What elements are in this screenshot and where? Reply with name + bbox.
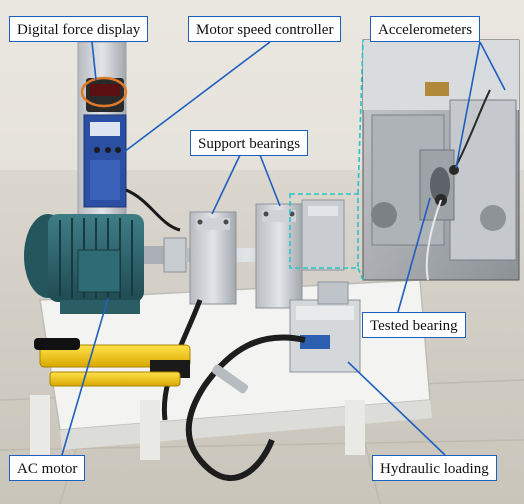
callout-support-bearings: Support bearings — [190, 130, 309, 156]
callout-hydraulic-loading: Hydraulic loading — [372, 455, 497, 481]
callout-digital-force-display: Digital force display — [9, 16, 149, 42]
callout-accelerometers: Accelerometers — [370, 16, 481, 42]
callout-tested-bearing: Tested bearing — [362, 312, 466, 338]
callout-ac-motor: AC motor — [9, 455, 86, 481]
callout-motor-speed-controller: Motor speed controller — [188, 16, 342, 42]
